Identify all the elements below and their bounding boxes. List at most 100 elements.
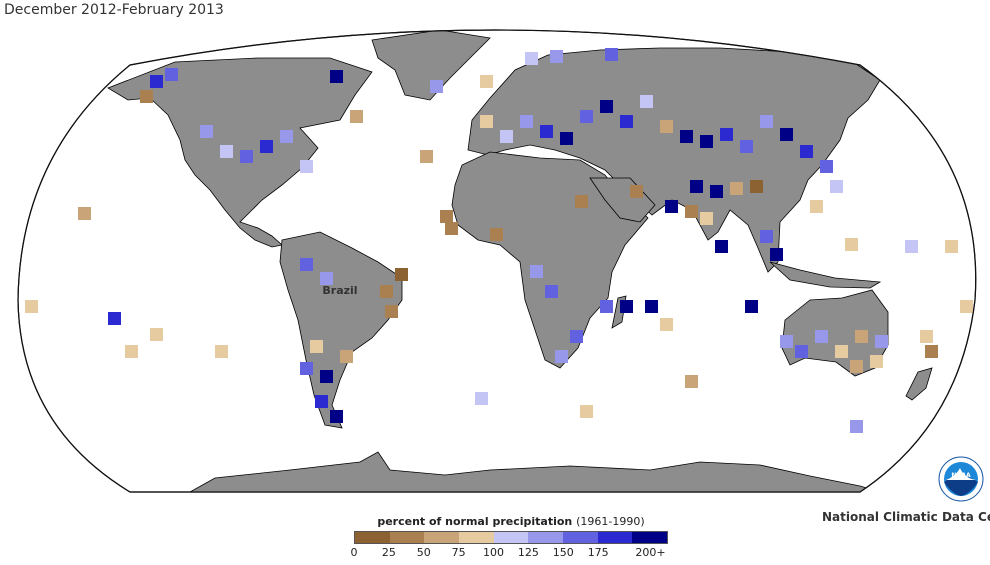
grid-cell (580, 405, 593, 418)
grid-cell (560, 132, 573, 145)
grid-cell (600, 100, 613, 113)
legend-swatch-2 (424, 532, 460, 543)
noaa-logo-text: NOAA (951, 472, 971, 479)
grid-cell (330, 410, 343, 423)
legend-tick-0: 0 (350, 546, 358, 559)
grid-cell (200, 125, 213, 138)
grid-cell (660, 120, 673, 133)
grid-cell (780, 335, 793, 348)
grid-cell (150, 75, 163, 88)
grid-cell (620, 300, 633, 313)
country-label-brazil: Brazil (322, 284, 357, 297)
legend-swatch-4 (493, 532, 529, 543)
precipitation-grid (25, 48, 973, 433)
legend-swatch-8 (632, 532, 668, 543)
grid-cell (220, 145, 233, 158)
indonesia (769, 261, 882, 289)
grid-cell (440, 210, 453, 223)
grid-cell (850, 420, 863, 433)
grid-cell (845, 238, 858, 251)
grid-cell (690, 180, 703, 193)
grid-cell (645, 300, 658, 313)
grid-cell (340, 350, 353, 363)
grid-cell (430, 80, 443, 93)
legend-swatch-3 (459, 532, 494, 543)
grid-cell (600, 300, 613, 313)
grid-cell (760, 230, 773, 243)
grid-cell (420, 150, 433, 163)
legend-swatch-5 (528, 532, 564, 543)
grid-cell (525, 52, 538, 65)
grid-cell (665, 200, 678, 213)
grid-cell (330, 70, 343, 83)
globe-border (17, 29, 977, 493)
grid-cell (150, 328, 163, 341)
legend-tick-4: 100 (483, 546, 505, 559)
legend-tick-labels: 0 25 50 75 100 125 150 175 200+ (350, 546, 668, 560)
grid-cell (870, 355, 883, 368)
south-america (279, 231, 403, 429)
grid-cell (140, 90, 153, 103)
grid-cell (685, 205, 698, 218)
grid-cell (820, 160, 833, 173)
legend-swatch-6 (563, 532, 598, 543)
grid-cell (500, 130, 513, 143)
legend-swatch-0 (355, 532, 390, 543)
grid-cell (310, 340, 323, 353)
grid-cell (740, 140, 753, 153)
legend-swatch-7 (597, 532, 633, 543)
grid-cell (385, 305, 398, 318)
grid-cell (835, 345, 848, 358)
grid-cell (445, 222, 458, 235)
grid-cell (530, 265, 543, 278)
grid-cell (165, 68, 178, 81)
grid-cell (810, 200, 823, 213)
grid-cell (920, 330, 933, 343)
grid-cell (800, 145, 813, 158)
grid-cell (795, 345, 808, 358)
grid-cell (300, 160, 313, 173)
grid-cell (315, 395, 328, 408)
grid-cell (320, 272, 333, 285)
grid-cell (875, 335, 888, 348)
legend-swatch-1 (389, 532, 425, 543)
agency-name: National Climatic Data Center (822, 510, 990, 524)
grid-cell (520, 115, 533, 128)
grid-cell (575, 195, 588, 208)
grid-cell (555, 350, 568, 363)
africa (451, 151, 649, 369)
grid-cell (745, 300, 758, 313)
map-title: December 2012-February 2013 (4, 2, 224, 18)
grid-cell (78, 207, 91, 220)
grid-cell (685, 375, 698, 388)
legend-tick-6: 150 (552, 546, 574, 559)
antarctica (188, 451, 881, 492)
grid-cell (945, 240, 958, 253)
grid-cell (300, 362, 313, 375)
grid-cell (108, 312, 121, 325)
grid-cell (380, 285, 393, 298)
legend-title-main: percent of normal precipitation (377, 515, 573, 528)
grid-cell (750, 180, 763, 193)
noaa-logo-icon: NOAA (938, 456, 984, 502)
grid-cell (550, 50, 563, 63)
grid-cell (770, 248, 783, 261)
grid-cell (480, 75, 493, 88)
legend-title: percent of normal precipitation (1961-19… (354, 515, 668, 528)
grid-cell (680, 130, 693, 143)
legend-tick-5: 125 (517, 546, 539, 559)
grid-cell (660, 318, 673, 331)
grid-cell (855, 330, 868, 343)
grid-cell (730, 182, 743, 195)
grid-cell (480, 115, 493, 128)
eurasia (467, 47, 881, 273)
grid-cell (715, 240, 728, 253)
grid-cell (490, 228, 503, 241)
grid-cell (25, 300, 38, 313)
grid-cell (580, 110, 593, 123)
grid-cell (905, 240, 918, 253)
grid-cell (780, 128, 793, 141)
grid-cell (700, 212, 713, 225)
grid-cell (760, 115, 773, 128)
